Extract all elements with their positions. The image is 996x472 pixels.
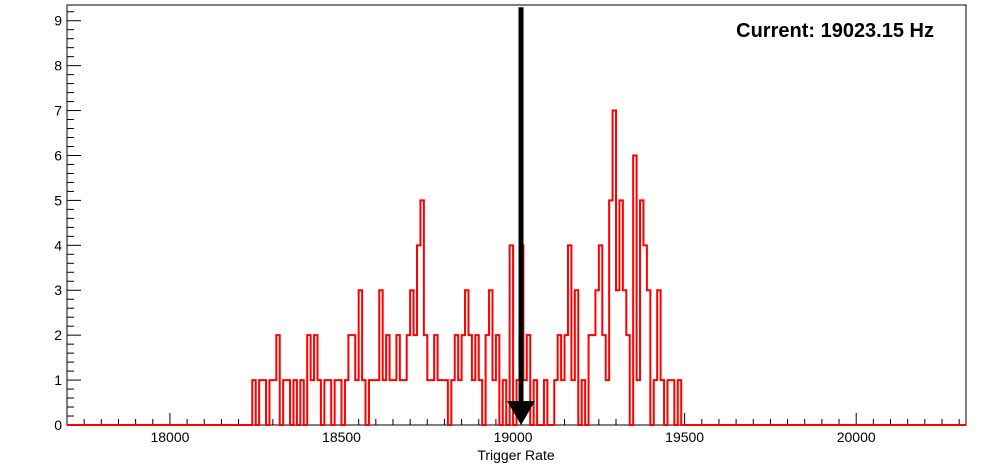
x-tick-label: 20000	[837, 429, 876, 445]
histogram-series-line	[67, 109, 966, 426]
x-axis-title: Trigger Rate	[477, 447, 555, 463]
y-tick-label: 4	[54, 237, 62, 253]
y-tick-label: 2	[54, 327, 62, 343]
y-tick-label: 5	[54, 192, 62, 208]
current-rate-arrow	[507, 7, 536, 425]
y-tick-label: 9	[54, 13, 62, 29]
axis-minor-ticks	[66, 11, 960, 425]
arrow-head	[507, 401, 536, 425]
y-axis-ticks: 0 1 2 3 4 5 6 7 8 9	[54, 13, 81, 433]
x-tick-label: 19500	[665, 429, 704, 445]
y-tick-label: 1	[54, 372, 62, 388]
y-tick-label: 7	[54, 103, 62, 119]
y-tick-label: 0	[54, 417, 62, 433]
y-tick-label: 8	[54, 58, 62, 74]
y-tick-label: 3	[54, 282, 62, 298]
x-tick-label: 18000	[150, 429, 189, 445]
current-rate-annotation: Current: 19023.15 Hz	[736, 20, 934, 42]
x-axis-ticks: 18000 18500 19000 19500 20000	[150, 413, 876, 445]
x-tick-label: 19000	[494, 429, 533, 445]
y-tick-label: 6	[54, 147, 62, 163]
x-tick-label: 18500	[322, 429, 361, 445]
